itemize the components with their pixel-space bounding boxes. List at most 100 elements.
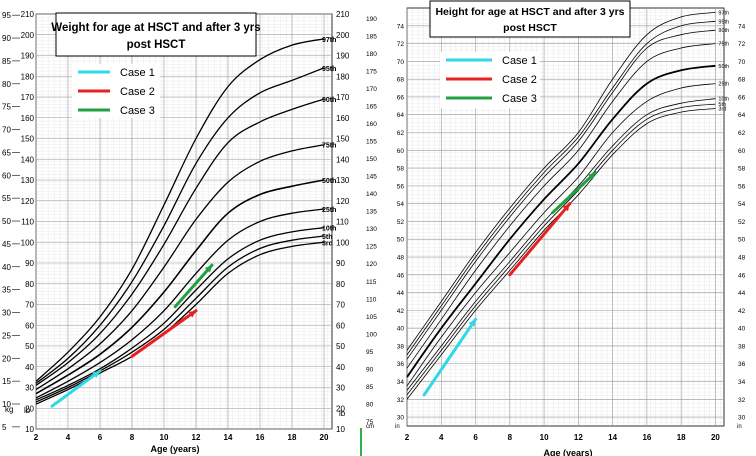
height-x-tick-label: 10 — [540, 433, 549, 442]
height-y-tick-label-cm: 175 — [366, 69, 377, 76]
height-y-tick-label-cm: 155 — [366, 139, 377, 146]
weight-y-tick-label-kg: 55 — [2, 194, 11, 203]
height-y-tick-label-in-left: 42 — [397, 308, 405, 315]
height-percentile-label: 25th — [718, 82, 729, 88]
weight-y-tick-label-lb-left: 180 — [21, 72, 35, 81]
weight-y-tick-label-lb-left: 20 — [25, 404, 34, 413]
height-x-tick-label: 20 — [711, 433, 720, 442]
weight-y-tick-label-kg: 50 — [2, 217, 11, 226]
weight-y-tick-label-lb-right: 150 — [336, 135, 350, 144]
weight-y-tick-label-kg: 45 — [2, 240, 11, 249]
height-y-tick-label-in-right: 34 — [738, 379, 746, 386]
weight-y-tick-label-kg: 5 — [2, 423, 7, 432]
height-percentile-label: 90th — [718, 28, 729, 34]
height-y-tick-label-in-left: 66 — [397, 94, 405, 101]
height-case-arrow-head — [587, 172, 596, 180]
height-title-line1: Height for age at HSCT and after 3 yrs — [435, 6, 624, 18]
height-legend-label: Case 2 — [502, 74, 537, 86]
weight-y-tick-label-lb-right: 130 — [336, 176, 350, 185]
weight-y-tick-label-lb-left: 160 — [21, 114, 35, 123]
weight-y-tick-label-lb-right: 120 — [336, 197, 350, 206]
height-y-tick-label-in-left: 36 — [397, 361, 405, 368]
height-y-tick-label-cm: 105 — [366, 314, 377, 321]
height-y-tick-label-in-left: 52 — [397, 219, 405, 226]
weight-percentile-label: 3rd — [322, 240, 333, 247]
height-y-tick-label-in-left: 34 — [397, 379, 405, 386]
weight-legend: Case 1 Case 2 Case 3 — [72, 64, 160, 118]
weight-y-tick-label-lb-left: 80 — [25, 280, 34, 289]
height-y-tick-label-cm: 130 — [366, 226, 377, 233]
height-x-tick-label: 6 — [473, 433, 478, 442]
height-y-tick-label-cm: 95 — [366, 349, 374, 356]
weight-x-tick-label: 12 — [192, 433, 201, 442]
height-title-line2: post HSCT — [503, 22, 557, 34]
height-y-tick-label-in-right: 72 — [738, 41, 746, 48]
weight-y-tick-label-kg: 20 — [2, 354, 11, 363]
weight-x-tick-label: 16 — [256, 433, 265, 442]
height-y-tick-label-cm: 75 — [366, 419, 374, 426]
height-y-tick-label-in-right: 58 — [738, 166, 746, 173]
weight-y-tick-label-kg: 70 — [2, 126, 11, 135]
weight-title-line2: post HSCT — [127, 39, 186, 51]
weight-y-tick-label-kg: 30 — [2, 309, 11, 318]
weight-percentile-95th — [35, 67, 325, 384]
weight-y-tick-label-lb-left: 110 — [21, 218, 34, 227]
weight-case-arrow-head — [188, 310, 196, 318]
weight-y-tick-label-lb-left: 130 — [21, 176, 35, 185]
height-y-tick-label-in-right: 60 — [738, 148, 746, 155]
weight-y-tick-label-kg: 35 — [2, 286, 11, 295]
weight-y-tick-label-lb-left: 210 — [21, 10, 35, 19]
weight-percentile-label: 95th — [322, 66, 336, 73]
height-y-tick-label-in-left: 56 — [397, 183, 405, 190]
weight-y-tick-label-kg: 15 — [2, 377, 11, 386]
weight-percentile-97th — [35, 38, 325, 382]
height-y-tick-label-in-right: 52 — [738, 219, 746, 226]
weight-y-tick-label-lb-left: 30 — [25, 384, 34, 393]
height-x-tick-label: 16 — [642, 433, 651, 442]
weight-kg-unit: kg — [5, 405, 13, 414]
height-x-tick-label: 18 — [677, 433, 686, 442]
height-y-tick-label-in-right: 48 — [738, 255, 746, 262]
weight-title-box — [55, 12, 257, 57]
height-y-tick-label-in-left: 68 — [397, 77, 405, 84]
height-y-tick-label-in-right: 40 — [738, 326, 746, 333]
weight-case-arrow-head — [204, 265, 212, 273]
height-y-tick-label-in-right: 42 — [738, 308, 746, 315]
height-legend-label: Case 3 — [502, 93, 537, 105]
weight-x-axis-label: Age (years) — [150, 444, 199, 454]
weight-percentile-label: 10th — [322, 226, 336, 233]
weight-y-tick-label-lb-right: 50 — [336, 342, 345, 351]
weight-legend-label: Case 2 — [120, 86, 155, 98]
weight-y-tick-label-lb-left: 200 — [21, 31, 35, 40]
height-y-tick-label-cm: 100 — [366, 331, 377, 338]
weight-case-arrow — [130, 309, 198, 358]
height-y-tick-label-in-left: 58 — [397, 166, 405, 173]
height-in-unit-left: in — [395, 424, 400, 430]
height-percentile-25th — [406, 83, 716, 387]
weight-y-tick-label-lb-left: 60 — [25, 321, 34, 330]
height-y-tick-label-in-right: 56 — [738, 183, 746, 190]
height-y-tick-label-in-right: 46 — [738, 272, 746, 279]
weight-y-tick-label-kg: 75 — [2, 103, 11, 112]
height-y-tick-label-in-left: 54 — [397, 201, 405, 208]
weight-y-tick-label-lb-left: 190 — [21, 52, 35, 61]
weight-x-tick-label: 8 — [130, 433, 135, 442]
height-x-tick-label: 14 — [608, 433, 617, 442]
height-y-tick-label-cm: 145 — [366, 174, 377, 181]
weight-y-tick-label-lb-right: 110 — [336, 218, 349, 227]
weight-panel: 2 4 6 8 10 12 14 16 18 20 10 10 20 20 30 30 40 40 50 50 60 60… — [0, 0, 360, 456]
height-y-tick-label-in-left: 38 — [397, 343, 405, 350]
height-y-tick-label-cm: 110 — [366, 296, 377, 303]
weight-y-tick-label-lb-left: 100 — [21, 238, 35, 247]
height-y-tick-label-cm: 140 — [366, 191, 377, 198]
weight-y-tick-label-kg: 40 — [2, 263, 11, 272]
height-y-tick-label-in-left: 62 — [397, 130, 405, 137]
height-y-tick-label-in-left: 72 — [397, 41, 405, 48]
height-y-tick-label-in-right: 38 — [738, 343, 746, 350]
weight-legend-label: Case 1 — [120, 67, 155, 79]
height-y-tick-label-in-left: 44 — [397, 290, 405, 297]
height-y-tick-label-cm: 120 — [366, 261, 377, 268]
weight-y-tick-label-lb-right: 170 — [336, 93, 350, 102]
